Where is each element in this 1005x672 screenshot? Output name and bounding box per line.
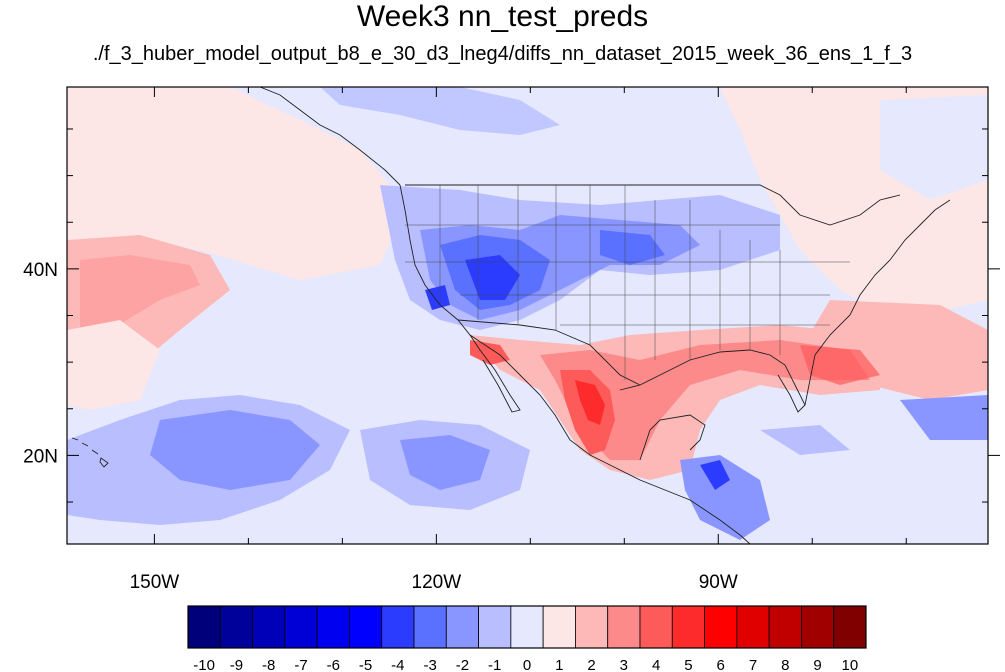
colorbar-swatch (768, 605, 802, 649)
negative-region-central-america (680, 455, 770, 540)
negative-region-great-basin-core (465, 255, 520, 300)
colorbar-label: -9 (230, 657, 243, 672)
hawaii-islands (71, 437, 109, 468)
colorbar-frame (187, 605, 867, 649)
colorbar-label: 10 (842, 657, 859, 672)
coastlines (259, 87, 951, 544)
colorbar-label: -7 (294, 657, 307, 672)
colorbar-label: 8 (781, 657, 789, 672)
colorbar-label: 5 (684, 657, 692, 672)
state-borders (405, 185, 850, 380)
colorbar-swatch (349, 605, 383, 649)
colorbar: -10 -9 -8 -7 -6 -5 -4 -3 -2 -1 0 1 2 3 4 5 6 7 8 9 10 (187, 605, 867, 672)
positive-region-pacific-south (67, 320, 160, 410)
colorbar-label: 1 (555, 657, 563, 672)
colorbar-swatch (639, 605, 673, 649)
map-subtitle: ./f_3_huber_model_output_b8_e_30_d3_lneg… (92, 43, 913, 65)
negative-region-subtropical-pacific-mid (150, 410, 320, 490)
positive-region-baja (470, 340, 510, 365)
lon-tick-label: 120W (412, 572, 462, 593)
colorbar-swatch (478, 605, 512, 649)
colorbar-label: 0 (523, 657, 531, 672)
colorbar-label: -10 (193, 657, 215, 672)
colorbar-label: -8 (262, 657, 275, 672)
colorbar-swatch (381, 605, 415, 649)
colorbar-swatch (316, 605, 350, 649)
colorbar-swatch (445, 605, 479, 649)
lat-axis: 40N 20N (23, 128, 1000, 503)
colorbar-swatch (219, 605, 253, 649)
colorbar-label: 7 (749, 657, 757, 672)
negative-region-atlantic-tropics (900, 395, 988, 440)
colorbar-label: -2 (456, 657, 469, 672)
positive-region-southeast (800, 345, 880, 385)
negative-region-alaska (320, 87, 560, 135)
colorbar-label: -1 (488, 657, 501, 672)
negative-region-central-america-core (700, 460, 730, 490)
colorbar-label: -5 (359, 657, 372, 672)
colorbar-swatch (801, 605, 835, 649)
neutral-region-atlantic (880, 95, 988, 200)
lon-tick-label: 90W (699, 572, 738, 593)
map-title: Week3 nn_test_preds (356, 0, 649, 33)
colorbar-label: -4 (391, 657, 404, 672)
colorbar-swatch (252, 605, 286, 649)
lat-tick-label: 40N (23, 260, 58, 281)
colorbar-swatch (704, 605, 738, 649)
colorbar-swatch (736, 605, 770, 649)
colorbar-swatch (542, 605, 576, 649)
colorbar-label: 6 (717, 657, 725, 672)
colorbar-label: 9 (813, 657, 821, 672)
colorbar-label: 3 (620, 657, 628, 672)
positive-region-mexico-peak (575, 380, 605, 425)
colorbar-swatch (671, 605, 705, 649)
colorbar-swatch (510, 605, 544, 649)
colorbar-swatch (833, 605, 867, 649)
positive-region-pacific-north (67, 87, 395, 280)
colorbar-swatch (284, 605, 318, 649)
anomaly-field (67, 87, 988, 540)
negative-region-caribbean (760, 425, 850, 455)
negative-region-california (425, 285, 450, 310)
lon-tick-label: 150W (130, 572, 180, 593)
colorbar-label: -3 (423, 657, 436, 672)
positive-region-pacific-core (80, 255, 200, 330)
colorbar-swatch (575, 605, 609, 649)
negative-region-central-pacific-mid (400, 435, 490, 490)
colorbar-swatch (413, 605, 447, 649)
negative-region-plains (600, 230, 665, 265)
colorbar-swatch (607, 605, 641, 649)
colorbar-swatch (187, 605, 221, 649)
colorbar-label: 2 (587, 657, 595, 672)
colorbar-label: -6 (327, 657, 340, 672)
lat-tick-label: 20N (23, 446, 58, 467)
colorbar-label: 4 (652, 657, 660, 672)
lon-axis: 150W 120W 90W (130, 87, 907, 593)
